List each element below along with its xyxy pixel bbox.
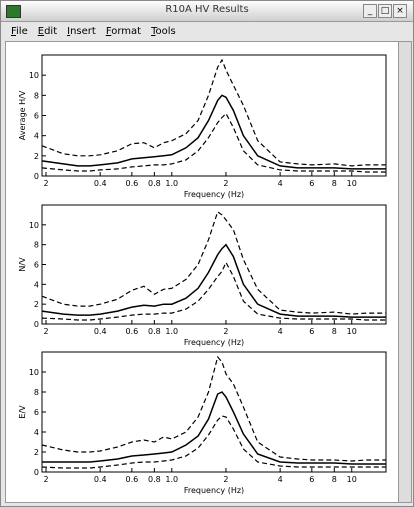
x-tick-label: 6: [309, 327, 314, 336]
maximize-button[interactable]: □: [378, 4, 392, 18]
x-axis-label: Frequency (Hz): [184, 338, 244, 347]
x-tick-label: 1.0: [165, 179, 178, 188]
x-axis-label: Frequency (Hz): [184, 190, 244, 199]
series-line: [41, 58, 386, 167]
y-tick-label: 8: [34, 91, 39, 100]
x-tick-label: 0.6: [126, 327, 139, 336]
y-tick-label: 6: [34, 408, 39, 417]
y-tick-label: 0: [34, 320, 39, 329]
x-tick-label: 10: [347, 179, 357, 188]
x-tick-label: 8: [332, 179, 337, 188]
y-tick-label: 4: [34, 428, 39, 437]
x-tick-label: 0.6: [126, 475, 139, 484]
x-tick-label: 10: [347, 475, 357, 484]
x-tick-label: 1.0: [165, 475, 178, 484]
y-tick-label: 8: [34, 388, 39, 397]
x-tick-label: 2: [43, 475, 48, 484]
x-tick-label: 6: [309, 475, 314, 484]
series-line: [41, 415, 386, 469]
y-axis-label: E/V: [18, 405, 27, 419]
series-line: [41, 210, 386, 315]
x-tick-label: 0.4: [94, 179, 107, 188]
y-tick-label: 10: [29, 368, 39, 377]
x-tick-label: 6: [309, 179, 314, 188]
menu-item[interactable]: Tools: [151, 26, 176, 37]
x-tick-label: 0.6: [126, 179, 139, 188]
series-line: [41, 243, 386, 318]
y-tick-label: 2: [34, 300, 39, 309]
y-tick-label: 10: [29, 221, 39, 230]
close-button[interactable]: ×: [393, 4, 407, 18]
menu-item[interactable]: File: [11, 26, 28, 37]
x-tick-label: 2: [223, 179, 228, 188]
menu-item[interactable]: Insert: [67, 26, 96, 37]
y-tick-label: 4: [34, 132, 39, 141]
menu-item[interactable]: Format: [105, 26, 142, 37]
x-tick-label: 2: [223, 475, 228, 484]
y-tick-label: 4: [34, 280, 39, 289]
y-tick-label: 0: [34, 172, 39, 181]
y-tick-label: 2: [34, 152, 39, 161]
x-tick-label: 8: [332, 475, 337, 484]
x-tick-label: 2: [43, 179, 48, 188]
y-tick-label: 6: [34, 112, 39, 121]
y-axis-label: Average H/V: [18, 90, 27, 140]
series-line: [41, 355, 386, 462]
x-tick-label: 4: [278, 179, 283, 188]
x-tick-label: 0.8: [148, 475, 161, 484]
x-tick-label: 0.8: [148, 327, 161, 336]
x-tick-label: 0.8: [148, 179, 161, 188]
x-axis-label: Frequency (Hz): [184, 486, 244, 495]
x-tick-label: 4: [278, 327, 283, 336]
y-tick-label: 10: [29, 71, 39, 80]
title-bar: R10A HV Results _ □ ×: [1, 1, 413, 22]
x-tick-label: 8: [332, 327, 337, 336]
app-icon: [6, 5, 21, 18]
plot-panel: [5, 41, 399, 503]
x-tick-label: 0.4: [94, 475, 107, 484]
x-tick-label: 2: [223, 327, 228, 336]
y-tick-label: 8: [34, 241, 39, 250]
x-tick-label: 0.4: [94, 327, 107, 336]
series-line: [41, 94, 386, 170]
x-tick-label: 10: [347, 327, 357, 336]
scrollbar[interactable]: [398, 41, 412, 503]
y-tick-label: 6: [34, 261, 39, 270]
minimize-button[interactable]: _: [363, 4, 377, 18]
x-tick-label: 2: [43, 327, 48, 336]
plot-frame: [41, 54, 387, 177]
series-line: [41, 112, 386, 173]
window-title: R10A HV Results: [165, 4, 249, 15]
x-tick-label: 1.0: [165, 327, 178, 336]
series-line: [42, 391, 386, 465]
y-axis-label: N/V: [18, 257, 27, 272]
menu-bar: File Edit Insert Format Tools: [1, 22, 413, 40]
y-tick-label: 0: [34, 468, 39, 477]
series-line: [41, 261, 386, 321]
x-tick-label: 4: [278, 475, 283, 484]
y-tick-label: 2: [34, 448, 39, 457]
menu-item[interactable]: Edit: [37, 26, 58, 37]
